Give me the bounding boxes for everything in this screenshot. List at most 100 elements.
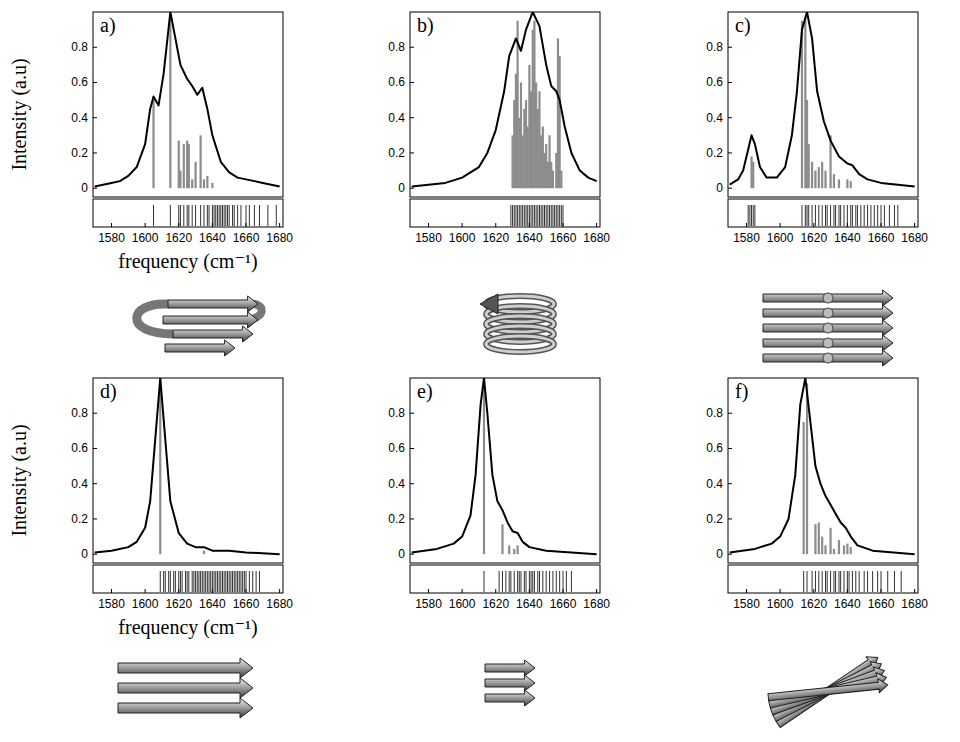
rug-tick bbox=[887, 571, 888, 592]
rug-tick bbox=[539, 205, 540, 226]
rug-tick bbox=[822, 205, 823, 226]
y-tick-label: 0.4 bbox=[388, 111, 405, 125]
residue-dot bbox=[823, 308, 833, 318]
stick-bar bbox=[183, 144, 185, 188]
y-tick-label: 0.2 bbox=[388, 146, 405, 160]
rug-tick bbox=[193, 571, 194, 592]
rug-tick bbox=[207, 205, 208, 226]
rug-tick bbox=[884, 205, 885, 226]
rug-tick bbox=[522, 205, 523, 226]
strand-arrow bbox=[485, 675, 535, 691]
stick-bar bbox=[483, 382, 485, 555]
rug-tick bbox=[499, 571, 500, 592]
plot-marks bbox=[412, 12, 597, 188]
rug-tick bbox=[509, 571, 510, 592]
rug-tick bbox=[825, 205, 826, 226]
rug-tick bbox=[249, 205, 250, 226]
panel-letter: d) bbox=[100, 380, 117, 403]
rug-tick bbox=[754, 205, 755, 226]
rug-marks bbox=[484, 571, 571, 592]
x-tick-label: 1620 bbox=[800, 231, 827, 245]
y-tick bbox=[93, 448, 97, 449]
stick-bar bbox=[552, 171, 554, 189]
rug-tick bbox=[566, 571, 567, 592]
rug-tick bbox=[200, 205, 201, 226]
rug-tick bbox=[215, 571, 216, 592]
rug-tick bbox=[178, 571, 179, 592]
rug-tick bbox=[827, 205, 828, 226]
rug-tick bbox=[551, 205, 552, 226]
rug-tick bbox=[849, 571, 850, 592]
x-axis-title: frequency (cm⁻¹) bbox=[118, 250, 257, 273]
rug-tick bbox=[192, 205, 193, 226]
x-tick-label: 1640 bbox=[834, 231, 861, 245]
y-tick-label: 0.8 bbox=[71, 40, 88, 54]
panel: 00.20.40.60.8158016001620164016601680b) bbox=[388, 12, 610, 245]
rug-tick bbox=[229, 571, 230, 592]
rug-marks bbox=[748, 205, 898, 226]
rug-tick bbox=[808, 205, 809, 226]
rug-tick bbox=[563, 571, 564, 592]
rug-frame bbox=[728, 199, 918, 227]
rug-tick bbox=[571, 571, 572, 592]
y-tick bbox=[93, 188, 97, 189]
x-tick-label: 1600 bbox=[132, 597, 159, 611]
panel: 00.20.40.60.8158016001620164016601680f) bbox=[706, 378, 928, 611]
rug-tick bbox=[881, 205, 882, 226]
y-tick-label: 0.4 bbox=[706, 111, 723, 125]
stick-bar bbox=[559, 56, 561, 188]
x-tick bbox=[563, 223, 564, 227]
x-tick bbox=[462, 589, 463, 593]
x-tick bbox=[746, 223, 747, 227]
rug-tick bbox=[835, 571, 836, 592]
rug-tick bbox=[239, 571, 240, 592]
y-tick bbox=[728, 47, 732, 48]
x-tick-label: 1680 bbox=[901, 597, 928, 611]
rug-tick bbox=[559, 571, 560, 592]
strand-arrow bbox=[763, 305, 893, 321]
y-tick-label: 0.2 bbox=[71, 512, 88, 526]
rug-tick bbox=[537, 571, 538, 592]
rug-tick bbox=[198, 571, 199, 592]
rug-tick bbox=[838, 205, 839, 226]
envelope-line bbox=[412, 378, 597, 554]
strand-arrow bbox=[168, 296, 258, 312]
stick-bar bbox=[152, 100, 154, 188]
rug-tick bbox=[546, 205, 547, 226]
rug-tick bbox=[153, 205, 154, 226]
rug-tick bbox=[825, 571, 826, 592]
panel-letter: b) bbox=[417, 14, 434, 37]
rug-tick bbox=[267, 205, 268, 226]
structure-cartoon bbox=[118, 658, 253, 718]
y-tick-label: 0.4 bbox=[388, 477, 405, 491]
residue-dot bbox=[823, 293, 833, 303]
rug-tick bbox=[881, 571, 882, 592]
rug-tick bbox=[557, 205, 558, 226]
rug-tick bbox=[163, 571, 164, 592]
y-tick-label: 0.2 bbox=[706, 146, 723, 160]
rug-tick bbox=[526, 205, 527, 226]
rug-tick bbox=[232, 205, 233, 226]
x-tick-label: 1600 bbox=[767, 597, 794, 611]
x-tick-label: 1620 bbox=[165, 231, 192, 245]
stick-bar bbox=[752, 162, 754, 188]
y-tick bbox=[93, 47, 97, 48]
rug-marks bbox=[154, 205, 277, 226]
rug-tick bbox=[527, 205, 528, 226]
stick-bar bbox=[169, 16, 171, 189]
stick-bar bbox=[818, 522, 820, 554]
rug-tick bbox=[210, 571, 211, 592]
rug-tick bbox=[205, 571, 206, 592]
rug-frame bbox=[410, 199, 600, 227]
envelope-line bbox=[730, 378, 915, 554]
rug-tick bbox=[215, 205, 216, 226]
rug-tick bbox=[855, 205, 856, 226]
plot-marks bbox=[730, 12, 915, 188]
stick-bar bbox=[821, 162, 823, 188]
rug-tick bbox=[526, 571, 527, 592]
y-tick-label: 0.6 bbox=[388, 441, 405, 455]
stick-bar bbox=[833, 174, 835, 188]
rug-tick bbox=[195, 205, 196, 226]
rug-tick bbox=[818, 571, 819, 592]
y-tick-label: 0.8 bbox=[706, 406, 723, 420]
